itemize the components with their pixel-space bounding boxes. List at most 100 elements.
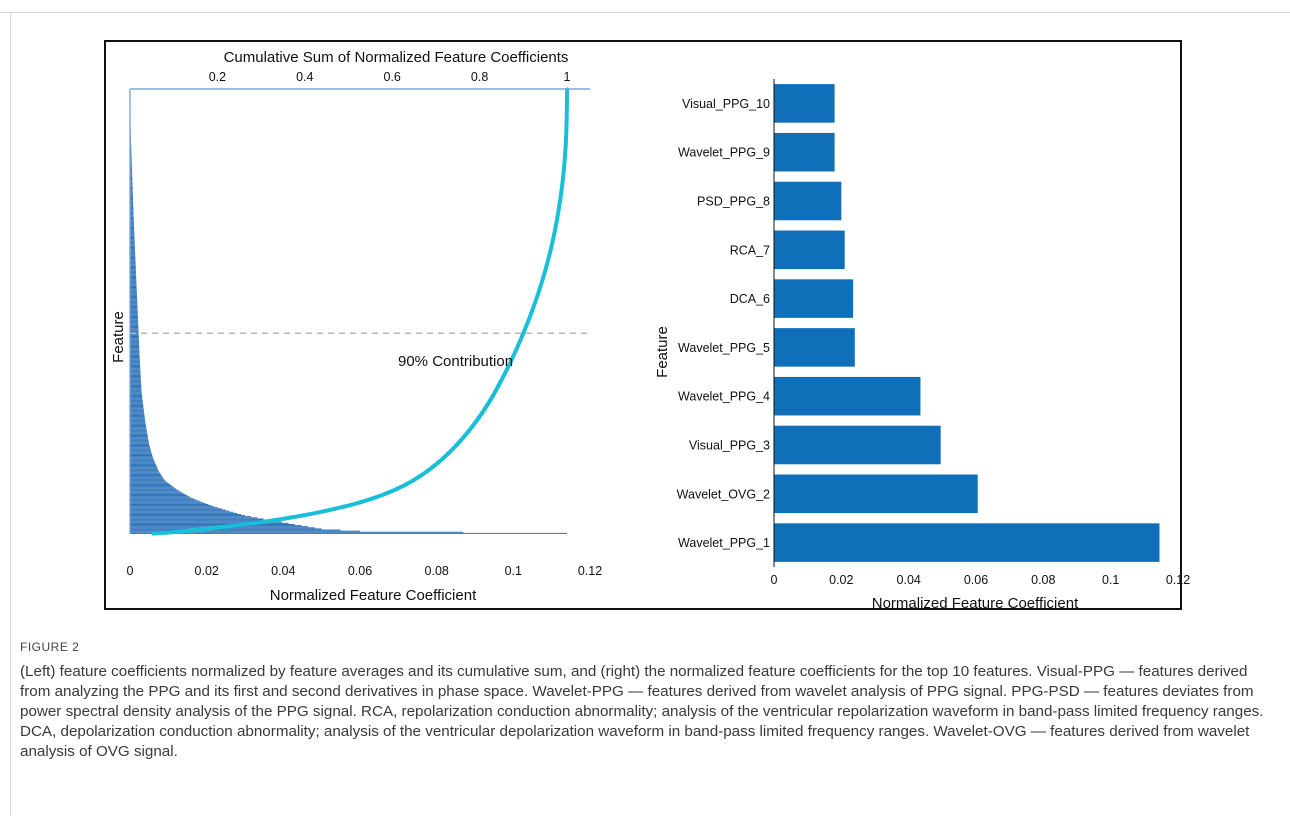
- left-top-tick-label: 0.8: [471, 70, 488, 84]
- coefficient-bar: [130, 253, 136, 255]
- coefficient-bar: [130, 251, 136, 253]
- coefficient-bar: [130, 292, 137, 294]
- coefficient-bar: [130, 186, 133, 188]
- coefficient-bar: [130, 387, 142, 389]
- coefficient-bar: [130, 423, 146, 425]
- coefficient-bar: [130, 299, 138, 301]
- coefficient-bar: [130, 226, 135, 228]
- coefficient-bar: [130, 274, 137, 276]
- coefficient-bar: [130, 267, 136, 268]
- coefficient-bar: [130, 295, 138, 297]
- coefficient-bar: [130, 294, 137, 296]
- coefficient-bar: [130, 297, 138, 299]
- coefficient-bar: [130, 270, 136, 272]
- left-x-tick-label: 0.12: [578, 564, 602, 578]
- coefficient-bar: [130, 220, 134, 222]
- coefficient-bar: [130, 393, 142, 395]
- coefficient-bar: [130, 318, 138, 320]
- coefficient-bar: [130, 290, 137, 292]
- coefficient-bar: [130, 252, 136, 254]
- coefficient-bar: [130, 476, 163, 478]
- left-border: [10, 12, 11, 816]
- coefficient-bar: [130, 455, 153, 457]
- feature-bar: [774, 474, 978, 514]
- coefficient-bar: [130, 264, 136, 266]
- coefficient-bar: [130, 483, 171, 485]
- coefficient-bar: [130, 195, 133, 197]
- coefficient-bar: [130, 279, 137, 281]
- coefficient-bar: [130, 400, 143, 402]
- coefficient-bar: [130, 313, 138, 315]
- left-x-tick-label: 0.1: [505, 564, 522, 578]
- feature-label: Wavelet_PPG_1: [678, 536, 770, 550]
- coefficient-bar: [130, 505, 212, 507]
- coefficient-bar: [130, 407, 144, 409]
- coefficient-bar: [130, 232, 135, 234]
- coefficient-bar: [130, 321, 139, 323]
- coefficient-bar: [130, 416, 145, 418]
- coefficient-bar: [130, 441, 149, 443]
- coefficient-bar: [130, 362, 140, 364]
- coefficient-bar: [130, 519, 270, 521]
- coefficient-bar: [130, 509, 226, 511]
- coefficient-bar: [130, 280, 137, 282]
- feature-bar: [774, 181, 842, 221]
- coefficient-bar: [130, 178, 133, 179]
- coefficient-bar: [130, 511, 234, 513]
- coefficient-bar: [130, 367, 141, 369]
- contribution-annotation: 90% Contribution: [398, 353, 513, 370]
- coefficient-bar: [130, 214, 134, 216]
- coefficient-bar: [130, 174, 133, 176]
- coefficient-bar: [130, 325, 139, 327]
- left-x-tick-label: 0: [127, 564, 134, 578]
- coefficient-bar: [130, 442, 149, 444]
- coefficient-bar: [130, 211, 134, 213]
- coefficient-bar: [130, 308, 138, 310]
- coefficient-bar: [130, 258, 136, 260]
- coefficient-bar: [130, 243, 135, 245]
- coefficient-bar: [130, 162, 132, 164]
- cumulative-curve: [151, 87, 569, 536]
- coefficient-bar: [130, 502, 206, 504]
- coefficient-bar: [130, 515, 245, 517]
- coefficient-bar: [130, 488, 176, 490]
- coefficient-bar: [130, 335, 139, 337]
- feature-label: Visual_PPG_10: [682, 97, 770, 111]
- coefficient-bar: [130, 374, 141, 376]
- coefficient-bar: [130, 262, 136, 264]
- coefficient-bar: [130, 489, 178, 491]
- coefficient-bar: [130, 281, 137, 283]
- coefficient-bar: [130, 520, 276, 522]
- coefficient-bar: [130, 209, 134, 211]
- coefficient-bar: [130, 370, 141, 372]
- coefficient-bar: [130, 433, 148, 435]
- coefficient-bar: [130, 343, 140, 345]
- coefficient-bar: [130, 224, 134, 226]
- coefficient-bar: [130, 213, 134, 215]
- coefficient-bar: [130, 333, 139, 335]
- coefficient-bar: [130, 349, 140, 351]
- coefficient-bar: [130, 194, 133, 196]
- coefficient-bar: [130, 461, 155, 463]
- coefficient-bar: [130, 324, 139, 326]
- coefficient-bar: [130, 437, 148, 439]
- coefficient-bar: [130, 246, 135, 248]
- coefficient-bar: [130, 469, 159, 471]
- coefficient-bar: [130, 466, 157, 468]
- coefficient-bar: [130, 317, 138, 319]
- coefficient-bar: [130, 171, 133, 173]
- feature-label: Wavelet_OVG_2: [677, 487, 770, 501]
- coefficient-bar: [130, 358, 140, 360]
- coefficient-bar: [130, 204, 134, 206]
- coefficient-bar: [130, 249, 135, 251]
- coefficient-bar: [130, 159, 132, 161]
- coefficient-bar: [130, 157, 132, 159]
- coefficient-bar: [130, 449, 151, 451]
- coefficient-bar: [130, 377, 141, 379]
- coefficient-bar: [130, 493, 186, 495]
- coefficient-bar: [130, 342, 140, 344]
- coefficient-bar: [130, 242, 135, 244]
- coefficient-bar: [130, 275, 137, 277]
- coefficient-bar: [130, 472, 161, 474]
